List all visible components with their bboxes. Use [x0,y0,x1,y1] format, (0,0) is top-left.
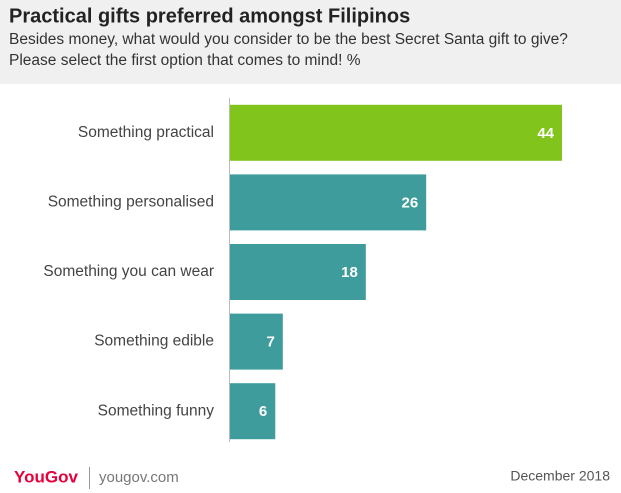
data-label: 18 [341,264,358,281]
bar [230,383,276,440]
category-label: Something personalised [48,193,214,210]
category-label: Something funny [98,402,215,419]
category-label: Something edible [94,333,214,350]
chart-title: Practical gifts preferred amongst Filipi… [9,5,410,27]
data-label: 7 [266,334,274,351]
bar [230,313,283,370]
category-label: Something practical [78,124,214,141]
header-background [0,0,621,84]
chart-subtitle: Please select the first option that come… [9,52,361,69]
date: December 2018 [510,468,610,484]
bar [230,174,427,231]
source: yougov.com [99,469,179,486]
bar [230,104,562,161]
data-label: 6 [259,403,267,420]
data-label: 26 [401,194,418,211]
chart-subtitle: Besides money, what would you consider t… [9,31,568,48]
brand-logo: YouGov [14,467,78,486]
category-label: Something you can wear [43,263,214,280]
bar [230,244,366,300]
data-label: 44 [537,125,554,142]
